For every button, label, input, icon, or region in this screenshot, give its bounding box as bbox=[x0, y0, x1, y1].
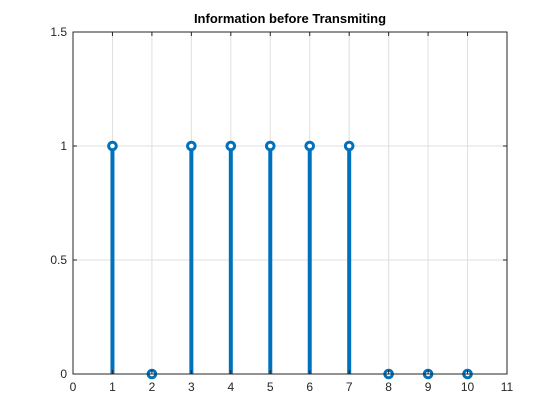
x-tick-label: 0 bbox=[70, 380, 77, 394]
stem-point bbox=[343, 140, 355, 374]
x-tick-label: 5 bbox=[267, 380, 274, 394]
x-tick-label: 3 bbox=[188, 380, 195, 394]
stem-point bbox=[186, 140, 197, 374]
stem-marker bbox=[225, 140, 237, 152]
x-tick-label: 9 bbox=[425, 380, 432, 394]
x-tick-label: 10 bbox=[461, 380, 475, 394]
axes-box bbox=[72, 31, 508, 375]
x-tick-label: 4 bbox=[227, 380, 234, 394]
stem-marker bbox=[264, 140, 276, 152]
x-tick-label: 2 bbox=[149, 380, 156, 394]
stem-point bbox=[107, 140, 118, 374]
x-tick-label: 7 bbox=[346, 380, 353, 394]
x-tick-label: 8 bbox=[385, 380, 392, 394]
axes-layer bbox=[72, 31, 508, 375]
chart-title: Information before Transmiting bbox=[194, 11, 386, 26]
stem-marker bbox=[186, 140, 197, 152]
y-tick-label: 1.5 bbox=[50, 25, 67, 39]
x-tick-label: 11 bbox=[501, 380, 514, 394]
stem-point bbox=[304, 140, 316, 374]
y-tick-label: 1 bbox=[60, 139, 67, 153]
stem-point bbox=[264, 140, 276, 374]
tick-label-layer: 0 1 2 3 4 5 6 7 8 9 10 11 0 0.5 1 1.5 bbox=[50, 25, 513, 394]
y-tick-label: 0.5 bbox=[50, 253, 67, 267]
x-tick-label: 1 bbox=[109, 380, 116, 394]
stem-marker bbox=[107, 140, 118, 152]
stem-marker bbox=[304, 140, 316, 152]
x-tick-label: 6 bbox=[306, 380, 313, 394]
stem-point bbox=[225, 140, 237, 374]
stem-marker bbox=[343, 140, 355, 152]
y-tick-label: 0 bbox=[60, 367, 67, 381]
